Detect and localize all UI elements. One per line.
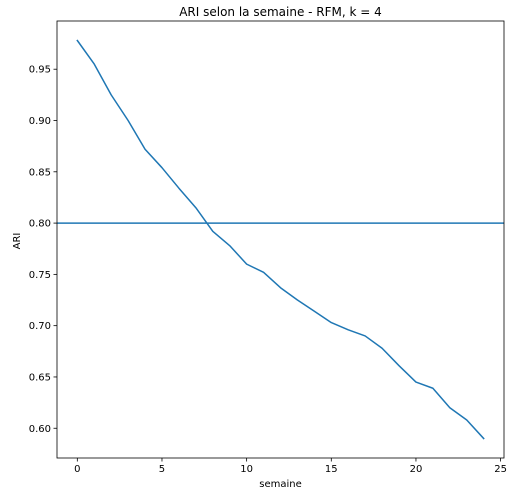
x-tick-label-10: 10 — [240, 464, 253, 475]
y-tick-label-0.65: 0.65 — [29, 372, 51, 383]
data-point-21 — [432, 387, 434, 389]
x-tick-label-0: 0 — [74, 464, 80, 475]
y-tick-label-0.60: 0.60 — [29, 424, 51, 435]
series-line-0 — [76, 39, 485, 440]
data-point-9 — [229, 245, 231, 247]
x-tick-label-15: 15 — [325, 464, 338, 475]
x-tick-label-25: 25 — [494, 464, 507, 475]
data-point-6 — [178, 187, 180, 189]
data-point-18 — [381, 347, 383, 349]
data-point-16 — [347, 329, 349, 331]
data-point-3 — [127, 120, 129, 122]
y-tick-label-0.90: 0.90 — [29, 116, 51, 127]
y-axis-label: ARI — [12, 233, 23, 250]
data-point-1 — [93, 63, 95, 65]
data-point-22 — [449, 407, 451, 409]
plot-frame — [56, 20, 505, 459]
data-point-5 — [161, 167, 163, 169]
x-tick-label-20: 20 — [410, 464, 423, 475]
data-point-0 — [77, 40, 79, 42]
chart-title: ARI selon la semaine - RFM, k = 4 — [179, 5, 382, 19]
data-point-20 — [415, 381, 417, 383]
data-point-14 — [314, 311, 316, 313]
plot-area: 0 5 10 15 20 25 0.60 0.65 0.70 0.75 0.80 0.85 0.90 0.… — [29, 20, 507, 475]
y-tick-label-0.75: 0.75 — [29, 270, 51, 281]
data-point-24 — [483, 438, 485, 440]
data-point-23 — [466, 419, 468, 421]
x-axis-label: semaine — [259, 479, 302, 490]
data-point-13 — [297, 299, 299, 301]
data-point-19 — [398, 365, 400, 367]
data-point-2 — [110, 94, 112, 96]
data-point-7 — [195, 207, 197, 209]
data-point-8 — [212, 230, 214, 232]
data-point-17 — [364, 335, 366, 337]
data-point-10 — [246, 263, 248, 265]
y-tick-label-0.70: 0.70 — [29, 321, 51, 332]
y-tick-label-0.85: 0.85 — [29, 167, 51, 178]
data-point-11 — [263, 272, 265, 274]
x-tick-label-5: 5 — [159, 464, 165, 475]
y-tick-label-0.95: 0.95 — [29, 65, 51, 76]
y-tick-label-0.80: 0.80 — [29, 219, 51, 230]
data-point-15 — [330, 322, 332, 324]
data-point-4 — [144, 148, 146, 150]
data-point-12 — [280, 287, 282, 289]
